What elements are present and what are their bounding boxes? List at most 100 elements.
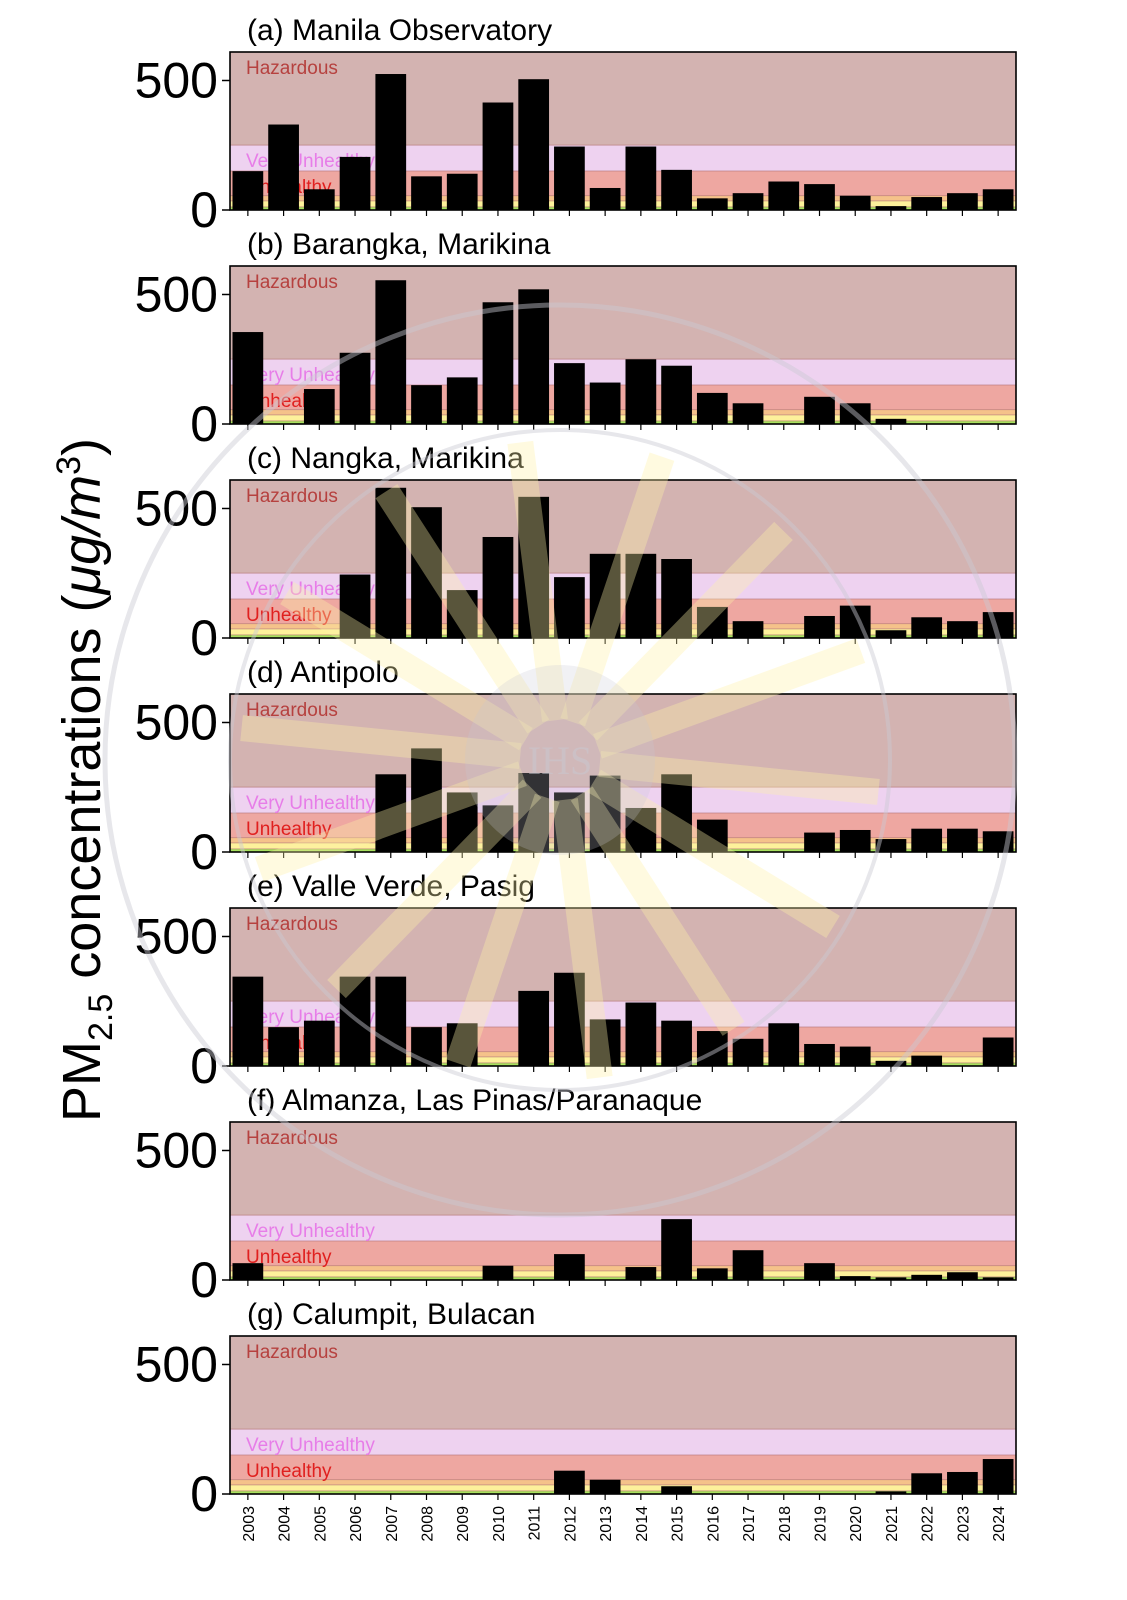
- y-tick-label: 0: [190, 396, 218, 452]
- bar-2023: [947, 1272, 978, 1280]
- bar-2021: [875, 839, 907, 852]
- band-label-hazardous: Hazardous: [246, 272, 338, 293]
- aqi-band-hazardous: [230, 1336, 1016, 1430]
- bar-2021: [875, 630, 907, 638]
- bar-2017: [732, 403, 764, 424]
- bar-2014: [625, 807, 657, 852]
- band-label-very-unhealthy: Very Unhealthy: [246, 1221, 375, 1242]
- plot-frame: [229, 1121, 1017, 1281]
- panel-title: (a) Manila Observatory: [247, 14, 552, 47]
- band-label-unhealthy: Unhealthy: [246, 1461, 332, 1482]
- aqi-band-hazardous: [230, 480, 1016, 574]
- bar-2006: [339, 156, 371, 210]
- aqi-band-good: [230, 1490, 1016, 1494]
- bar-2019: [804, 184, 835, 210]
- aqi-band-moderate: [230, 1270, 1016, 1277]
- plot-frame: [229, 51, 1017, 211]
- bar-2010: [482, 102, 514, 210]
- bar-2022: [911, 1473, 943, 1494]
- x-axis-labels: 2003 2004 2005 2006 2007 2008 2009 2010 2011 2012…: [241, 1506, 1008, 1542]
- bar-2003: [232, 332, 264, 424]
- x-tick-label: 2015: [670, 1506, 687, 1542]
- bar-2012: [554, 792, 585, 852]
- x-tick-label: 2003: [241, 1506, 258, 1542]
- aqi-band-hazardous: [230, 694, 1016, 788]
- x-tick-label: 2004: [277, 1506, 294, 1542]
- aqi-band-unhealthy-for-sensitive-groups: [230, 623, 1016, 629]
- bar-2012: [554, 972, 585, 1066]
- bar-2024: [982, 1459, 1014, 1494]
- bar-2015: [661, 365, 692, 424]
- bar-2017: [732, 621, 764, 638]
- y-tick-label: 500: [135, 1122, 218, 1178]
- bar-2021: [875, 206, 907, 210]
- bar-2017: [732, 193, 764, 210]
- x-tick-label: 2009: [455, 1506, 472, 1542]
- bar-2014: [625, 1267, 657, 1280]
- bar-2022: [911, 197, 943, 210]
- bar-2003: [232, 976, 264, 1066]
- bar-2016: [696, 606, 728, 638]
- y-tick-label: 500: [135, 52, 218, 108]
- panel-title: (e) Valle Verde, Pasig: [247, 870, 535, 903]
- y-axis-title: PM2.5 concentrations (μg/m3): [50, 438, 120, 1122]
- x-tick-label: 2007: [384, 1506, 401, 1542]
- x-tick-label: 2021: [884, 1506, 901, 1542]
- bar-2012: [554, 363, 585, 424]
- aqi-band-very-unhealthy: [230, 1215, 1016, 1242]
- bar-2005: [303, 389, 335, 424]
- bar-2019: [804, 832, 835, 852]
- bar-2007: [375, 976, 407, 1066]
- aqi-band-good: [230, 1062, 1016, 1066]
- aqi-band-hazardous: [230, 1122, 1016, 1216]
- aqi-band-unhealthy: [230, 1241, 1016, 1266]
- bar-2013: [589, 553, 621, 638]
- panel-title: (d) Antipolo: [247, 656, 399, 689]
- bar-2019: [804, 1263, 835, 1280]
- plot-frame: [229, 693, 1017, 853]
- bar-2020: [839, 195, 871, 210]
- bar-2007: [375, 774, 407, 852]
- aqi-band-good: [230, 206, 1016, 210]
- aqi-band-hazardous: [230, 52, 1016, 146]
- x-tick-label: 2019: [813, 1506, 830, 1542]
- bar-2010: [482, 536, 514, 638]
- bar-2009: [446, 1023, 478, 1066]
- y-axis-label: PM2.5 concentrations (μg/m3): [50, 438, 120, 1122]
- bar-2022: [911, 828, 943, 852]
- x-tick-label: 2017: [741, 1506, 758, 1542]
- y-tick-label: 500: [135, 694, 218, 750]
- bar-2006: [339, 352, 371, 424]
- x-tick-label: 2012: [562, 1506, 579, 1542]
- y-tick-label: 0: [190, 824, 218, 880]
- plot-frame: [229, 907, 1017, 1067]
- panel-e: (e) Valle Verde, PasigUnhealthyVery Unhe…: [135, 870, 1017, 1094]
- aqi-band-unhealthy-for-sensitive-groups: [230, 837, 1016, 843]
- bar-2007: [375, 74, 407, 211]
- aqi-band-very-unhealthy: [230, 787, 1016, 814]
- bar-2011: [518, 773, 550, 852]
- bar-2003: [232, 1263, 264, 1280]
- bar-2008: [411, 748, 442, 852]
- aqi-band-moderate: [230, 628, 1016, 635]
- aqi-band-good: [230, 1276, 1016, 1280]
- y-tick-label: 0: [190, 1038, 218, 1094]
- y-tick-label: 0: [190, 182, 218, 238]
- y-tick-label: 500: [135, 908, 218, 964]
- bar-2006: [339, 976, 371, 1066]
- band-label-hazardous: Hazardous: [246, 1128, 338, 1149]
- panel-g: (g) Calumpit, Bulacan Unhealthy Very Unhea…: [135, 1298, 1017, 1522]
- aqi-band-very-unhealthy: [230, 1429, 1016, 1456]
- aqi-band-unhealthy: [230, 813, 1016, 838]
- x-tick-label: 2018: [777, 1506, 794, 1542]
- bar-2020: [839, 403, 871, 424]
- aqi-band-unhealthy-for-sensitive-groups: [230, 1265, 1016, 1271]
- aqi-band-moderate: [230, 1484, 1016, 1491]
- bar-2019: [804, 615, 835, 638]
- bar-2008: [411, 507, 442, 638]
- bar-2011: [518, 990, 550, 1066]
- plot-frame: [229, 1335, 1017, 1495]
